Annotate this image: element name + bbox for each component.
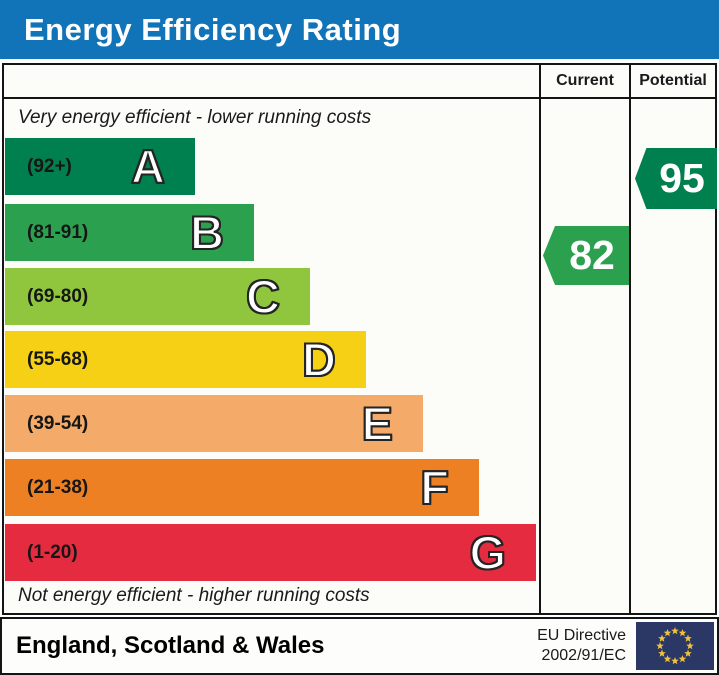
- band-e-range: (39-54): [27, 412, 89, 434]
- bottom-note: Not energy efficient - higher running co…: [18, 585, 370, 606]
- band-d-letter: D: [301, 333, 337, 386]
- band-d: (55-68) D: [5, 331, 366, 388]
- band-b-range: (81-91): [27, 221, 89, 243]
- eu-directive-line2: 2002/91/EC: [541, 647, 626, 664]
- band-f-letter: F: [419, 461, 450, 514]
- title-banner: Energy Efficiency Rating: [0, 0, 719, 59]
- energy-rating-chart: Current Potential Very energy efficient …: [2, 63, 717, 615]
- eu-flag-icon: [636, 622, 714, 670]
- band-e-letter: E: [361, 397, 394, 450]
- band-c-letter: C: [245, 270, 281, 323]
- band-a-letter: A: [130, 140, 166, 193]
- column-divider-current: [539, 65, 541, 613]
- column-header-potential: Potential: [639, 72, 707, 89]
- band-g: (1-20) G: [5, 524, 536, 581]
- eu-directive-line1: EU Directive: [537, 627, 626, 644]
- current-rating-value: 82: [569, 232, 615, 278]
- top-note: Very energy efficient - lower running co…: [18, 107, 372, 128]
- band-c: (69-80) C: [5, 268, 310, 325]
- footer-bar: England, Scotland & Wales EU Directive 2…: [0, 617, 719, 675]
- header-divider: [4, 97, 715, 99]
- potential-rating-value: 95: [659, 155, 705, 201]
- column-divider-potential: [629, 65, 631, 613]
- band-b: (81-91) B: [5, 204, 254, 261]
- band-g-range: (1-20): [27, 541, 78, 563]
- page-title: Energy Efficiency Rating: [24, 11, 402, 47]
- current-rating-arrow: 82: [543, 226, 629, 285]
- band-c-range: (69-80): [27, 285, 89, 307]
- band-a-range: (92+): [27, 155, 72, 177]
- column-header-current: Current: [556, 72, 614, 89]
- band-g-letter: G: [468, 526, 507, 579]
- potential-rating-arrow: 95: [635, 148, 717, 209]
- band-a: (92+) A: [5, 138, 195, 195]
- region-label: England, Scotland & Wales: [16, 632, 325, 659]
- eu-directive-label: EU Directive 2002/91/EC: [537, 626, 636, 666]
- band-b-letter: B: [189, 206, 225, 259]
- band-f-range: (21-38): [27, 476, 89, 498]
- band-d-range: (55-68): [27, 348, 89, 370]
- band-f: (21-38) F: [5, 459, 479, 516]
- band-e: (39-54) E: [5, 395, 423, 452]
